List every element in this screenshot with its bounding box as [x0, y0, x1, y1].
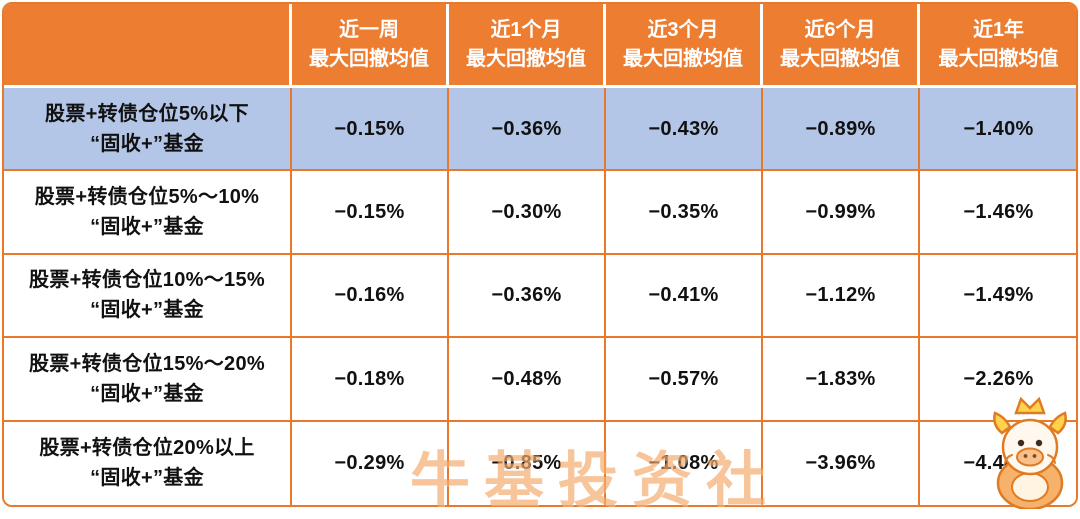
value-cell: −0.89% [763, 88, 920, 172]
row-label-line: 股票+转债仓位15%～20% [29, 352, 265, 375]
value-cell: −0.48% [449, 338, 606, 422]
value-cell: −0.29% [292, 421, 449, 505]
value-cell: −0.16% [292, 254, 449, 339]
column-header-line: 近6个月 [804, 18, 876, 41]
value-cell: −3.96% [763, 421, 920, 505]
row-label: 股票+转债仓位10%～15% “固收+”基金 [4, 254, 292, 339]
column-header-line: 最大回撤均值 [466, 47, 586, 70]
column-header-line: 近1个月 [490, 18, 562, 41]
column-header-6m: 近6个月 最大回撤均值 [763, 4, 920, 88]
value-cell: −2.26% [920, 338, 1076, 422]
value-cell: −0.99% [763, 171, 920, 255]
value-cell: −0.35% [606, 171, 763, 255]
corner-cell [4, 4, 292, 88]
value-cell: −0.36% [449, 88, 606, 172]
column-header-line: 最大回撤均值 [623, 47, 743, 70]
value-cell: −1.08% [606, 421, 763, 505]
value-cell: −0.36% [449, 254, 606, 339]
header-row: 近一周 最大回撤均值 近1个月 最大回撤均值 近3个月 最大回撤均值 近6个月 … [4, 4, 1076, 88]
column-header-1m: 近1个月 最大回撤均值 [449, 4, 606, 88]
value-cell: −0.15% [292, 88, 449, 172]
value-cell: −0.15% [292, 171, 449, 255]
column-header-line: 近一周 [339, 18, 399, 41]
row-label-line: “固收+”基金 [90, 299, 204, 322]
value-cell: −1.40% [920, 88, 1076, 172]
row-label-line: 股票+转债仓位10%～15% [29, 269, 265, 292]
table-row: 股票+转债仓位20%以上 “固收+”基金 −0.29% −0.85% −1.08… [4, 421, 1076, 505]
value-cell: −4.44% [920, 421, 1076, 505]
column-header-line: 近3个月 [647, 18, 719, 41]
table-row: 股票+转债仓位5%以下 “固收+”基金 −0.15% −0.36% −0.43%… [4, 88, 1076, 172]
row-label-line: “固收+”基金 [90, 216, 204, 239]
row-label-line: 股票+转债仓位20%以上 [39, 437, 255, 460]
row-label: 股票+转债仓位15%～20% “固收+”基金 [4, 338, 292, 422]
value-cell: −0.85% [449, 421, 606, 505]
value-cell: −1.83% [763, 338, 920, 422]
row-label: 股票+转债仓位20%以上 “固收+”基金 [4, 421, 292, 505]
table-row: 股票+转债仓位15%～20% “固收+”基金 −0.18% −0.48% −0.… [4, 338, 1076, 422]
table-row: 股票+转债仓位5%～10% “固收+”基金 −0.15% −0.30% −0.3… [4, 171, 1076, 255]
value-cell: −0.30% [449, 171, 606, 255]
value-cell: −1.49% [920, 254, 1076, 339]
value-cell: −0.57% [606, 338, 763, 422]
row-label-line: “固收+”基金 [90, 467, 204, 490]
row-label-line: 股票+转债仓位5%～10% [34, 186, 260, 209]
row-label: 股票+转债仓位5%以下 “固收+”基金 [4, 88, 292, 172]
value-cell: −0.41% [606, 254, 763, 339]
drawdown-table-frame: 近一周 最大回撤均值 近1个月 最大回撤均值 近3个月 最大回撤均值 近6个月 … [2, 2, 1078, 507]
table-row: 股票+转债仓位10%～15% “固收+”基金 −0.16% −0.36% −0.… [4, 254, 1076, 339]
column-header-line: 最大回撤均值 [938, 47, 1059, 70]
row-label-line: “固收+”基金 [90, 132, 204, 155]
row-label: 股票+转债仓位5%～10% “固收+”基金 [4, 171, 292, 255]
column-header-1y: 近1年 最大回撤均值 [920, 4, 1076, 88]
column-header-line: 最大回撤均值 [780, 47, 900, 70]
value-cell: −0.18% [292, 338, 449, 422]
column-header-line: 最大回撤均值 [309, 47, 429, 70]
value-cell: −1.46% [920, 171, 1076, 255]
column-header-line: 近1年 [972, 18, 1025, 41]
column-header-3m: 近3个月 最大回撤均值 [606, 4, 763, 88]
row-label-line: 股票+转债仓位5%以下 [45, 102, 249, 125]
value-cell: −0.43% [606, 88, 763, 172]
value-cell: −1.12% [763, 254, 920, 339]
drawdown-table: 近一周 最大回撤均值 近1个月 最大回撤均值 近3个月 最大回撤均值 近6个月 … [4, 4, 1076, 505]
column-header-week: 近一周 最大回撤均值 [292, 4, 449, 88]
row-label-line: “固收+”基金 [90, 382, 204, 405]
